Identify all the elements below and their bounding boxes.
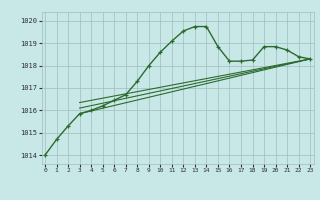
Text: Graphe pression niveau de la mer (hPa): Graphe pression niveau de la mer (hPa) bbox=[65, 186, 255, 196]
